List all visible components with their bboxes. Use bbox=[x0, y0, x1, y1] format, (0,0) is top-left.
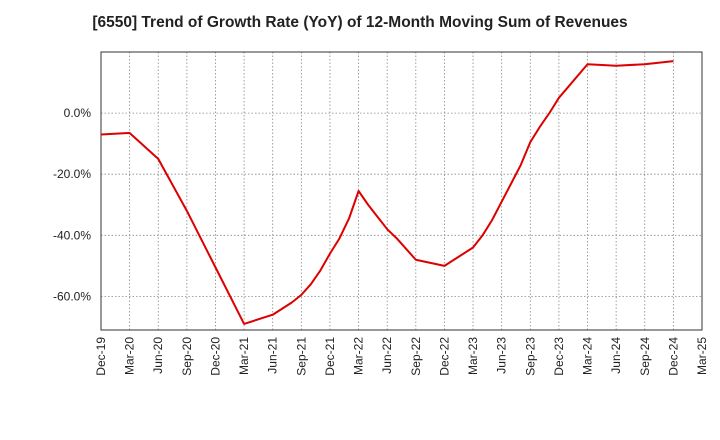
x-tick-label: Jun-20 bbox=[151, 337, 165, 374]
plot-area bbox=[100, 51, 703, 331]
series-layer bbox=[100, 60, 674, 325]
x-tick-label: Mar-22 bbox=[352, 337, 366, 375]
x-tick-label: Mar-23 bbox=[466, 337, 480, 375]
x-tick-label: Sep-23 bbox=[523, 337, 537, 376]
y-axis: 0.0% -20.0% -40.0% -60.0% bbox=[53, 106, 91, 303]
y-tick-label: -60.0% bbox=[53, 289, 91, 303]
x-tick-label: Sep-22 bbox=[409, 337, 423, 376]
x-tick-label: Dec-23 bbox=[552, 337, 566, 376]
x-tick-label: Dec-22 bbox=[437, 337, 451, 376]
x-tick-label: Sep-21 bbox=[294, 337, 308, 376]
series-line bbox=[100, 60, 674, 325]
x-tick-label: Sep-20 bbox=[180, 337, 194, 376]
y-tick-label: 0.0% bbox=[64, 106, 92, 120]
chart-title: [6550] Trend of Growth Rate (YoY) of 12-… bbox=[92, 14, 628, 31]
y-tick-label: -20.0% bbox=[53, 167, 91, 181]
x-tick-label: Dec-20 bbox=[208, 337, 222, 376]
x-tick-label: Dec-19 bbox=[94, 337, 108, 376]
x-tick-label: Mar-24 bbox=[581, 337, 595, 375]
x-tick-label: Mar-25 bbox=[695, 337, 709, 375]
x-tick-label: Jun-23 bbox=[495, 337, 509, 374]
x-axis: Dec-19 Mar-20 Jun-20 Sep-20 Dec-20 Mar-21 Jun-… bbox=[94, 337, 709, 376]
y-tick-label: -40.0% bbox=[53, 228, 91, 242]
x-tick-label: Mar-21 bbox=[237, 337, 251, 375]
x-tick-label: Jun-21 bbox=[266, 337, 280, 374]
x-tick-label: Sep-24 bbox=[638, 337, 652, 376]
grid bbox=[100, 52, 703, 330]
x-tick-label: Jun-22 bbox=[380, 337, 394, 374]
x-tick-label: Jun-24 bbox=[609, 337, 623, 374]
x-tick-label: Dec-24 bbox=[666, 337, 680, 376]
x-tick-label: Mar-20 bbox=[123, 337, 137, 375]
x-tick-label: Dec-21 bbox=[323, 337, 337, 376]
